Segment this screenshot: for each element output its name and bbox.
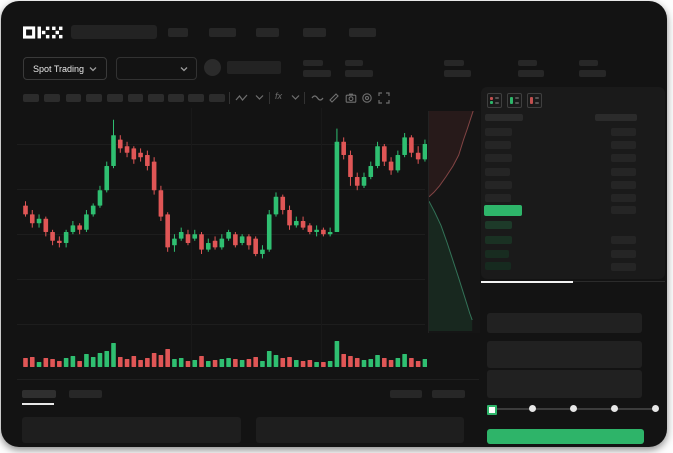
ask-row-size[interactable] — [611, 128, 636, 136]
gridline — [17, 279, 425, 280]
chart-toolbar: fx — [23, 91, 463, 105]
camera-icon[interactable] — [345, 92, 357, 104]
book-asks-icon[interactable] — [527, 93, 542, 108]
ask-row-size[interactable] — [611, 141, 636, 149]
search-placeholder[interactable] — [71, 25, 157, 39]
bid-row-price[interactable] — [485, 250, 509, 258]
ask-row-price[interactable] — [485, 181, 512, 189]
ask-row-size[interactable] — [611, 168, 636, 176]
slider-stop[interactable] — [611, 405, 618, 412]
chart-type-icon[interactable] — [235, 92, 249, 104]
ask-row-size[interactable] — [611, 181, 636, 189]
book-bids-icon[interactable] — [507, 93, 522, 108]
chevron-down-icon[interactable] — [255, 94, 264, 101]
ask-row-price[interactable] — [485, 141, 511, 149]
bid-row-size[interactable] — [611, 263, 636, 271]
order-amount-field[interactable] — [487, 341, 642, 368]
instrument-avatar — [204, 59, 221, 76]
active-tab-indicator — [481, 281, 573, 283]
fullscreen-icon[interactable] — [378, 92, 390, 104]
timeframe-placeholder[interactable] — [86, 94, 102, 102]
timeframe-placeholder[interactable] — [44, 94, 60, 102]
ruler-icon[interactable] — [328, 92, 340, 104]
bid-row-price[interactable] — [485, 236, 512, 244]
depth-plot — [429, 111, 474, 331]
bid-row-price[interactable] — [485, 221, 512, 229]
pair-selector-dropdown[interactable] — [116, 57, 197, 80]
book-combined-icon[interactable] — [487, 93, 502, 108]
buy-submit-button[interactable] — [487, 429, 644, 444]
nav-item-placeholder[interactable] — [349, 28, 376, 37]
price-column-header-placeholder — [485, 114, 523, 121]
settings-gear-icon[interactable] — [361, 92, 373, 104]
gridline — [321, 108, 322, 368]
chevron-down-icon[interactable] — [291, 94, 300, 101]
chevron-down-icon — [180, 66, 188, 71]
compare-wave-icon[interactable] — [311, 92, 324, 104]
timeframe-placeholder[interactable] — [66, 94, 81, 102]
chevron-down-icon — [89, 66, 97, 71]
depth-gauge — [428, 111, 480, 333]
timeframe-placeholder[interactable] — [148, 94, 164, 102]
toolbar-divider — [229, 92, 230, 104]
ask-row-size[interactable] — [611, 194, 636, 202]
active-tab-underline — [22, 403, 54, 405]
slider-stop[interactable] — [652, 405, 659, 412]
timeframe-placeholder[interactable] — [128, 94, 143, 102]
nav-item-placeholder[interactable] — [168, 28, 188, 37]
tabs-divider — [481, 281, 665, 282]
okx-logo-glyph — [23, 26, 63, 39]
gridline — [191, 108, 192, 368]
gridline — [17, 234, 425, 235]
volume-plot — [23, 341, 427, 367]
trade-form: Buy Sell — [481, 281, 665, 446]
ask-row-size[interactable] — [611, 154, 636, 162]
bid-row-size[interactable] — [611, 236, 636, 244]
slider-stop[interactable] — [529, 405, 536, 412]
bottom-tab-placeholder-active[interactable] — [22, 390, 56, 398]
bottom-action-placeholder[interactable] — [390, 390, 422, 398]
nav-item-placeholder[interactable] — [303, 28, 326, 37]
candlestick-plot — [23, 119, 427, 259]
gridline — [17, 189, 425, 190]
timeframe-placeholder[interactable] — [107, 94, 123, 102]
ask-row-price[interactable] — [485, 194, 511, 202]
indicators-fx-icon[interactable]: fx — [275, 91, 283, 101]
bottom-action-placeholder[interactable] — [432, 390, 465, 398]
gridline — [17, 144, 425, 145]
order-price-field[interactable] — [487, 313, 642, 333]
order-book — [481, 87, 665, 279]
last-price-placeholder — [227, 61, 281, 74]
slider-stop-selected[interactable] — [487, 405, 497, 415]
order-total-field[interactable] — [487, 370, 642, 398]
timeframe-placeholder[interactable] — [188, 94, 204, 102]
bid-row-price[interactable] — [485, 262, 511, 270]
ask-row-price[interactable] — [485, 154, 512, 162]
market-type-dropdown[interactable]: Spot Trading — [23, 57, 107, 80]
orders-table-placeholder — [22, 417, 241, 443]
gridline — [17, 324, 425, 325]
nav-item-placeholder[interactable] — [256, 28, 279, 37]
toolbar-divider — [269, 92, 270, 104]
app-window: Spot Trading — [1, 1, 667, 447]
timeframe-placeholder[interactable] — [209, 94, 225, 102]
ask-row-size[interactable] — [611, 206, 636, 214]
ask-row-price[interactable] — [485, 168, 510, 176]
bid-row-size[interactable] — [611, 250, 636, 258]
timeframe-placeholder[interactable] — [23, 94, 39, 102]
orderbook-view-switcher — [487, 93, 542, 108]
nav-item-placeholder[interactable] — [209, 28, 236, 37]
amount-column-header-placeholder — [595, 114, 637, 121]
market-type-label: Spot Trading — [32, 63, 85, 74]
toolbar-divider — [304, 92, 305, 104]
ask-row-price[interactable] — [485, 128, 512, 136]
bottom-tab-placeholder[interactable] — [69, 390, 102, 398]
okx-logo[interactable] — [23, 25, 63, 40]
last-price-badge — [484, 205, 522, 216]
price-chart[interactable] — [17, 108, 480, 380]
orders-table-placeholder — [256, 417, 464, 443]
timeframe-placeholder[interactable] — [168, 94, 184, 102]
slider-stop[interactable] — [570, 405, 577, 412]
